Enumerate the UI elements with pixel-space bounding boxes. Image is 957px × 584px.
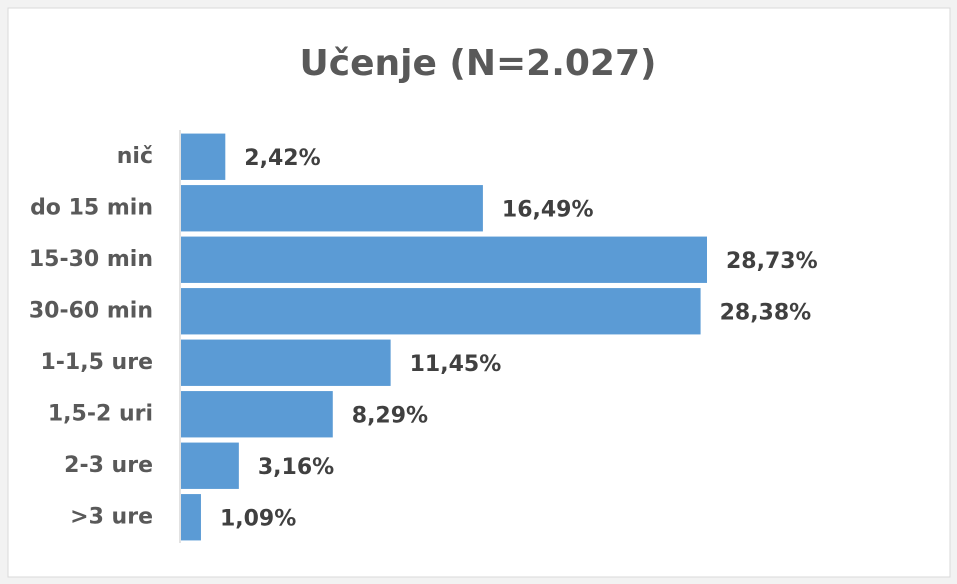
y-tick-label: 15-30 min bbox=[29, 247, 153, 272]
bar bbox=[181, 391, 333, 438]
bar bbox=[181, 339, 391, 386]
bar bbox=[181, 185, 483, 232]
bar bbox=[181, 494, 201, 541]
y-tick-label: do 15 min bbox=[30, 195, 153, 220]
value-label: 11,45% bbox=[410, 352, 502, 377]
y-tick-label: 1,5-2 uri bbox=[48, 401, 153, 426]
bar bbox=[181, 133, 226, 180]
y-tick-label: 1-1,5 ure bbox=[40, 350, 153, 375]
value-label: 3,16% bbox=[258, 455, 334, 480]
bar bbox=[181, 236, 707, 283]
y-tick-label: 30-60 min bbox=[29, 298, 153, 323]
value-label: 28,73% bbox=[726, 249, 818, 274]
value-label: 16,49% bbox=[502, 197, 594, 222]
chart-title: Učenje (N=2.027) bbox=[300, 43, 657, 84]
y-tick-label: 2-3 ure bbox=[64, 453, 153, 478]
bar bbox=[181, 288, 701, 335]
bar bbox=[181, 442, 239, 489]
y-tick-label: >3 ure bbox=[70, 504, 153, 529]
value-label: 2,42% bbox=[244, 146, 320, 171]
value-label: 1,09% bbox=[220, 506, 296, 531]
value-label: 8,29% bbox=[352, 403, 428, 428]
y-tick-label: nič bbox=[117, 144, 153, 169]
value-label: 28,38% bbox=[720, 300, 812, 325]
